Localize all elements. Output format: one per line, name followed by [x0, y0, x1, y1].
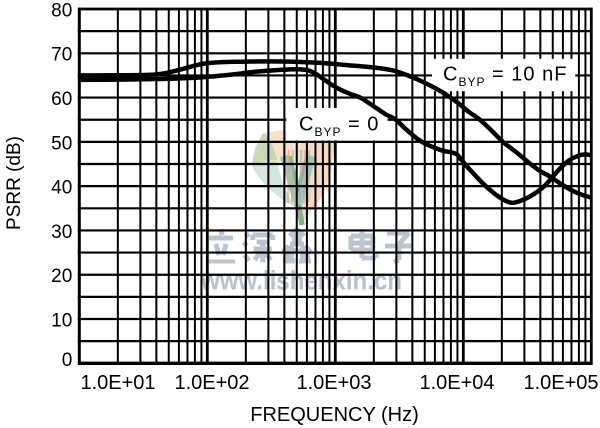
svg-text:1.0E+01: 1.0E+01: [80, 372, 155, 394]
svg-text:80: 80: [51, 0, 72, 21]
svg-text:30: 30: [51, 222, 72, 243]
svg-text:50: 50: [51, 133, 72, 154]
svg-text:1.0E+02: 1.0E+02: [174, 372, 249, 394]
svg-text:60: 60: [51, 89, 72, 110]
svg-text:70: 70: [51, 45, 72, 66]
svg-text:PSRR (dB): PSRR (dB): [4, 136, 25, 230]
svg-text:www.lishenxin.cn: www.lishenxin.cn: [200, 266, 402, 296]
svg-text:1.0E+04: 1.0E+04: [419, 372, 494, 394]
svg-text:0: 0: [62, 350, 73, 371]
svg-text:1.0E+03: 1.0E+03: [296, 372, 371, 394]
svg-text:1.0E+05: 1.0E+05: [523, 372, 598, 394]
svg-text:10: 10: [51, 310, 72, 331]
svg-text:20: 20: [51, 266, 72, 287]
svg-text:FREQUENCY (Hz): FREQUENCY (Hz): [250, 404, 419, 426]
svg-text:40: 40: [51, 178, 72, 199]
